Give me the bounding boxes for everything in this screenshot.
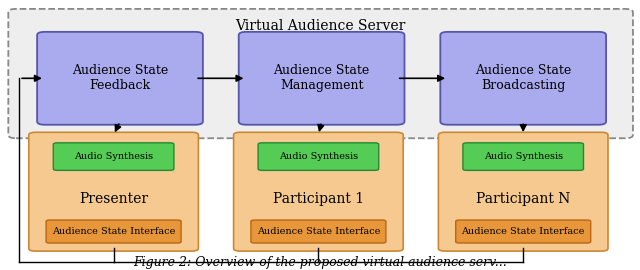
FancyBboxPatch shape <box>258 143 379 170</box>
FancyBboxPatch shape <box>53 143 174 170</box>
Text: Audience State
Feedback: Audience State Feedback <box>72 64 168 92</box>
FancyBboxPatch shape <box>37 32 203 125</box>
Text: Audience State
Broadcasting: Audience State Broadcasting <box>475 64 572 92</box>
FancyBboxPatch shape <box>438 132 608 251</box>
FancyBboxPatch shape <box>251 220 386 243</box>
Text: Presenter: Presenter <box>79 191 148 205</box>
Text: Audio Synthesis: Audio Synthesis <box>484 152 563 161</box>
Text: Audience State
Management: Audience State Management <box>273 64 370 92</box>
Text: Audio Synthesis: Audio Synthesis <box>279 152 358 161</box>
Text: Participant 1: Participant 1 <box>273 191 364 205</box>
Text: Audience State Interface: Audience State Interface <box>461 227 585 236</box>
Text: Figure 2: Overview of the proposed virtual audience serv...: Figure 2: Overview of the proposed virtu… <box>133 256 507 269</box>
FancyBboxPatch shape <box>440 32 606 125</box>
Text: Virtual Audience Server: Virtual Audience Server <box>235 19 405 33</box>
Text: Audio Synthesis: Audio Synthesis <box>74 152 153 161</box>
FancyBboxPatch shape <box>8 9 633 138</box>
Text: Audience State Interface: Audience State Interface <box>257 227 380 236</box>
Text: Audience State Interface: Audience State Interface <box>52 227 175 236</box>
FancyBboxPatch shape <box>456 220 591 243</box>
Text: Participant N: Participant N <box>476 191 570 205</box>
FancyBboxPatch shape <box>463 143 584 170</box>
FancyBboxPatch shape <box>239 32 404 125</box>
FancyBboxPatch shape <box>46 220 181 243</box>
FancyBboxPatch shape <box>234 132 403 251</box>
FancyBboxPatch shape <box>29 132 198 251</box>
